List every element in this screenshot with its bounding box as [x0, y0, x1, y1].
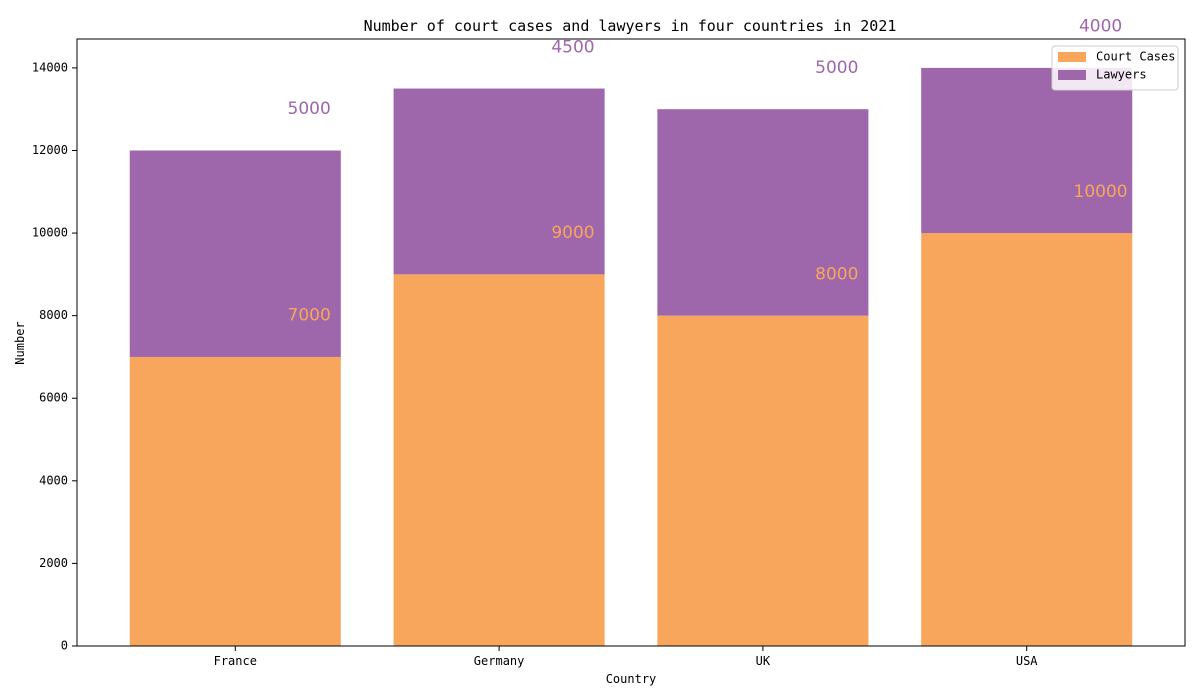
- x-tick-label: France: [214, 654, 257, 668]
- bar-lawyers-usa: [921, 67, 1133, 234]
- data-label-lawyers-germany: 4500: [551, 37, 594, 57]
- bar-lawyers-uk: [657, 109, 869, 316]
- legend-label: Lawyers: [1096, 68, 1147, 82]
- data-label-court-cases-usa: 10000: [1074, 182, 1128, 202]
- y-tick-label: 0: [61, 639, 68, 653]
- y-tick-label: 2000: [39, 556, 68, 570]
- data-label-court-cases-germany: 9000: [551, 223, 594, 243]
- bar-court-cases-germany: [393, 274, 605, 646]
- y-tick-label: 4000: [39, 473, 68, 487]
- x-tick-label: USA: [1016, 654, 1038, 668]
- data-label-lawyers-france: 5000: [288, 99, 331, 119]
- y-axis: 0 2000 4000 6000 8000 10000 12000 14000: [32, 60, 77, 653]
- y-tick-label: 8000: [39, 308, 68, 322]
- data-label-court-cases-uk: 8000: [815, 264, 858, 284]
- plot-frame: [76, 38, 1186, 647]
- x-tick-label: UK: [756, 654, 771, 668]
- x-tick-label: Germany: [474, 654, 525, 668]
- x-axis-label: Country: [606, 672, 657, 686]
- legend-swatch: [1058, 52, 1086, 62]
- legend: Court Cases Lawyers: [1051, 45, 1179, 91]
- bar-court-cases-usa: [921, 233, 1133, 646]
- y-tick-label: 10000: [32, 226, 68, 240]
- y-tick-label: 14000: [32, 60, 68, 74]
- bar-court-cases-uk: [657, 315, 869, 646]
- data-label-court-cases-france: 7000: [288, 306, 331, 326]
- y-tick-label: 6000: [39, 391, 68, 405]
- data-label-lawyers-usa: 4000: [1079, 17, 1122, 37]
- chart-title: Number of court cases and lawyers in fou…: [364, 17, 897, 35]
- bar-lawyers-france: [129, 150, 341, 357]
- bar-lawyers-germany: [393, 88, 605, 275]
- y-tick-label: 12000: [32, 143, 68, 157]
- y-axis-label: Number: [13, 321, 27, 364]
- legend-label: Court Cases: [1096, 50, 1175, 64]
- x-axis: France Germany UK USA: [214, 646, 1038, 668]
- data-label-lawyers-uk: 5000: [815, 58, 858, 78]
- data-labels: 7000 5000 9000 4500 8000 5000 10000 4000: [288, 17, 1128, 326]
- legend-swatch: [1058, 70, 1086, 80]
- bars: [129, 67, 1133, 646]
- bar-court-cases-france: [129, 356, 341, 646]
